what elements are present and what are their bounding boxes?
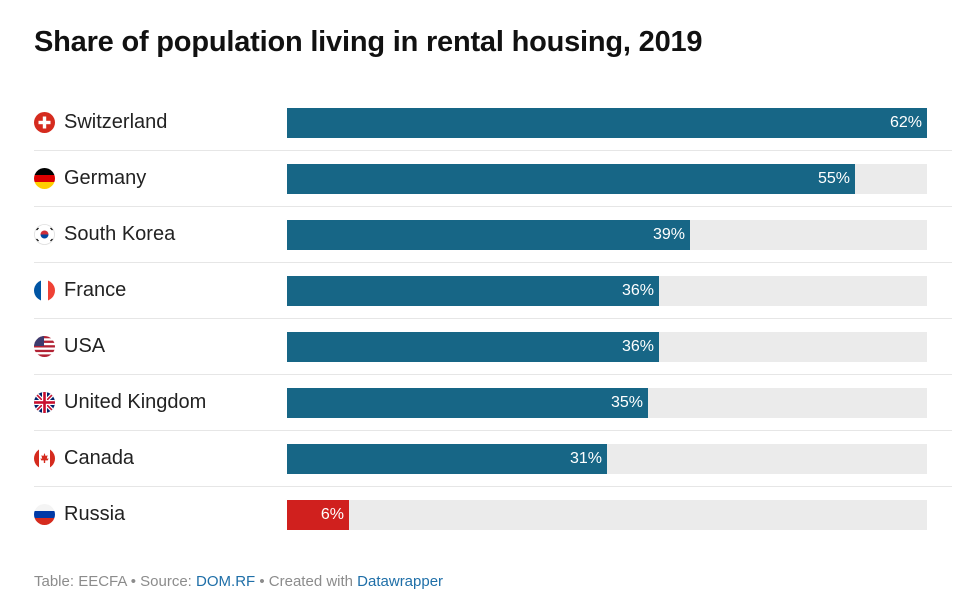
category-label: South Korea xyxy=(64,223,176,245)
bar xyxy=(287,220,690,250)
source-label: Source: xyxy=(140,573,197,590)
russia-flag-icon xyxy=(34,504,55,525)
bar-chart: Switzerland 62% Germany 55% South Korea 39% Fr… xyxy=(34,95,952,543)
bar-track: 31% xyxy=(287,444,927,474)
south-korea-flag-icon xyxy=(34,224,55,245)
table-row: South Korea 39% xyxy=(34,207,952,263)
data-label: 39% xyxy=(652,226,685,243)
bar-track: 39% xyxy=(287,220,927,250)
chart-title: Share of population living in rental hou… xyxy=(34,26,703,58)
germany-flag-icon xyxy=(34,168,55,189)
source-link[interactable]: DOM.RF xyxy=(196,573,256,590)
category-label: Russia xyxy=(64,503,126,525)
bar xyxy=(287,276,659,306)
united-kingdom-flag-icon xyxy=(34,392,55,413)
table-row: United Kingdom 35% xyxy=(34,375,952,431)
data-label: 35% xyxy=(610,394,643,411)
category-label: United Kingdom xyxy=(64,391,207,413)
table-row: France 36% xyxy=(34,263,952,319)
category-label: Switzerland xyxy=(64,111,168,133)
bar-track: 55% xyxy=(287,164,927,194)
switzerland-flag-icon xyxy=(34,112,55,133)
bar-track: 6% xyxy=(287,500,927,530)
bar-track: 36% xyxy=(287,332,927,362)
table-row: Russia 6% xyxy=(34,487,952,543)
data-label: 62% xyxy=(889,114,922,131)
footer-separator: • xyxy=(126,573,141,590)
category-label: France xyxy=(64,279,127,301)
bar xyxy=(287,500,349,530)
table-row: Canada 31% xyxy=(34,431,952,487)
france-flag-icon xyxy=(34,280,55,301)
data-label: 55% xyxy=(817,170,850,187)
table-row: Switzerland 62% xyxy=(34,95,952,151)
table-credit: Table: EECFA xyxy=(34,573,127,590)
category-label: USA xyxy=(64,335,106,357)
bar-track: 36% xyxy=(287,276,927,306)
data-label: 6% xyxy=(320,506,344,523)
chart-footer: Table: EECFA • Source: DOM.RF • Created … xyxy=(34,573,443,590)
category-label: Germany xyxy=(64,167,147,189)
table-row: Germany 55% xyxy=(34,151,952,207)
bar-track: 62% xyxy=(287,108,927,138)
data-label: 36% xyxy=(621,338,654,355)
bar xyxy=(287,388,648,418)
category-label: Canada xyxy=(64,447,135,469)
data-label: 36% xyxy=(621,282,654,299)
datawrapper-link[interactable]: Datawrapper xyxy=(357,573,444,590)
bar xyxy=(287,108,927,138)
bar-track: 35% xyxy=(287,388,927,418)
created-with-label: Created with xyxy=(268,573,358,590)
canada-flag-icon xyxy=(34,448,55,469)
usa-flag-icon xyxy=(34,336,55,357)
bar xyxy=(287,444,607,474)
bar xyxy=(287,164,855,194)
bar xyxy=(287,332,659,362)
table-row: USA 36% xyxy=(34,319,952,375)
data-label: 31% xyxy=(569,450,602,467)
footer-separator: • xyxy=(255,573,269,590)
